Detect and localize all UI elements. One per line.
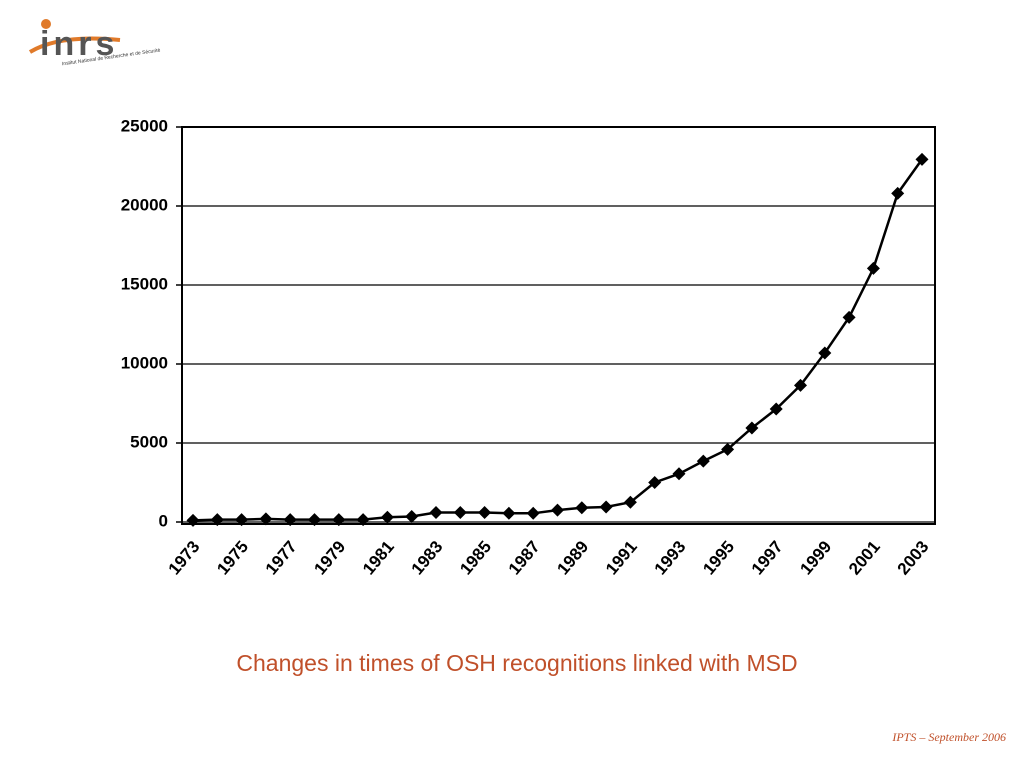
logo: inrs Institut National de Recherche et d… — [28, 19, 161, 67]
data-point — [672, 467, 686, 481]
data-point — [794, 378, 807, 392]
x-tick-label: 1995 — [699, 537, 738, 578]
data-point — [575, 501, 589, 515]
data-point — [599, 500, 613, 514]
data-point — [818, 346, 832, 360]
x-tick-label: 1999 — [796, 537, 835, 578]
data-point — [308, 513, 321, 527]
x-tick-label: 1973 — [165, 537, 204, 578]
x-tick-label: 1997 — [748, 537, 787, 578]
data-point — [478, 506, 492, 520]
data-point — [648, 476, 662, 489]
data-point — [235, 513, 249, 527]
data-point — [186, 513, 200, 527]
data-point — [696, 454, 710, 468]
x-tick-label: 1987 — [505, 537, 544, 578]
data-point — [283, 513, 297, 527]
data-point — [453, 506, 467, 520]
data-point — [891, 186, 905, 200]
data-point — [526, 506, 540, 520]
x-tick-label: 2003 — [894, 537, 933, 578]
x-tick-label: 1977 — [262, 537, 301, 578]
logo-text: inrs — [40, 25, 118, 63]
data-point — [502, 506, 516, 520]
y-tick-label: 10000 — [121, 353, 168, 372]
x-tick-label: 1975 — [213, 537, 252, 578]
y-tick-label: 15000 — [121, 274, 168, 293]
x-tick-label: 1989 — [553, 537, 592, 578]
y-tick-label: 0 — [159, 511, 168, 530]
data-point — [745, 421, 759, 435]
data-point — [769, 402, 783, 416]
x-tick-label: 2001 — [845, 537, 884, 578]
x-tick-label: 1983 — [408, 537, 447, 578]
data-point — [405, 509, 419, 523]
data-line — [192, 158, 924, 522]
x-tick-label: 1985 — [456, 537, 495, 578]
data-point — [915, 152, 929, 166]
x-tick-label: 1981 — [359, 537, 398, 578]
chart-title: Changes in times of OSH recognitions lin… — [236, 650, 797, 676]
data-point — [866, 261, 880, 275]
y-tick-label: 5000 — [130, 432, 168, 451]
data-point — [356, 513, 370, 527]
data-point — [551, 503, 564, 517]
data-point — [623, 495, 637, 509]
data-point — [429, 506, 443, 520]
x-tick-label: 1993 — [651, 537, 690, 578]
x-tick-label: 1979 — [310, 537, 349, 578]
data-point — [210, 513, 224, 527]
data-point — [259, 512, 273, 526]
plot-frame — [181, 126, 936, 525]
footer: IPTS – September 2006 — [891, 730, 1006, 744]
data-point — [380, 510, 394, 524]
data-point — [842, 310, 856, 324]
x-tick-label: 1991 — [602, 537, 641, 578]
data-point — [721, 442, 735, 456]
logo-swoosh — [28, 36, 121, 54]
y-tick-label: 25000 — [121, 116, 168, 135]
logo-dot — [41, 19, 51, 29]
y-tick-label: 20000 — [121, 195, 168, 214]
data-point — [332, 513, 346, 527]
